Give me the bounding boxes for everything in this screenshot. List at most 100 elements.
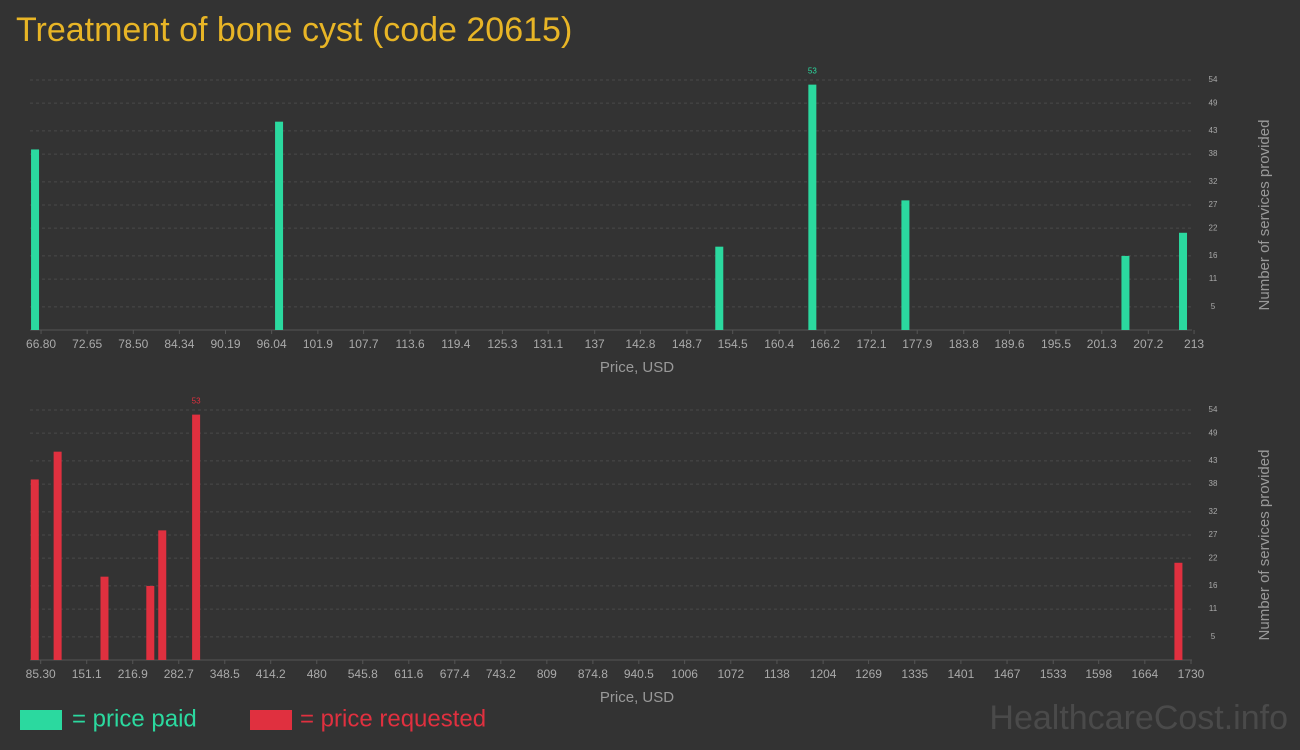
x-tick-label: 1072 xyxy=(717,667,744,681)
y-tick-label: 54 xyxy=(1209,75,1218,84)
x-tick-label: 480 xyxy=(307,667,327,681)
y-axis-title: Number of services provided xyxy=(1256,450,1273,641)
bar xyxy=(100,576,109,660)
x-tick-label: 1664 xyxy=(1131,667,1158,681)
x-tick-label: 611.6 xyxy=(394,667,423,681)
legend-label: = price paid xyxy=(72,705,197,732)
x-tick-label: 84.34 xyxy=(164,337,194,351)
x-tick-label: 151.1 xyxy=(72,667,102,681)
x-tick-label: 414.2 xyxy=(256,667,286,681)
bar xyxy=(715,246,724,330)
x-axis-title: Price, USD xyxy=(600,689,674,706)
legend-swatch xyxy=(250,710,292,730)
bar xyxy=(146,585,155,660)
x-tick-label: 101.9 xyxy=(303,337,333,351)
x-tick-label: 177.9 xyxy=(902,337,932,351)
x-tick-label: 1204 xyxy=(810,667,837,681)
y-tick-label: 49 xyxy=(1209,428,1218,437)
x-tick-label: 940.5 xyxy=(624,667,654,681)
x-tick-label: 207.2 xyxy=(1133,337,1163,351)
x-axis-title: Price, USD xyxy=(600,359,674,376)
x-tick-label: 90.19 xyxy=(210,337,240,351)
x-tick-label: 677.4 xyxy=(440,667,470,681)
y-tick-label: 22 xyxy=(1209,553,1218,562)
y-tick-label: 38 xyxy=(1209,479,1218,488)
y-tick-label: 54 xyxy=(1209,405,1218,414)
y-tick-label: 16 xyxy=(1209,251,1218,260)
y-tick-label: 43 xyxy=(1209,456,1218,465)
y-tick-label: 49 xyxy=(1209,98,1218,107)
bar xyxy=(192,414,201,660)
x-tick-label: 348.5 xyxy=(210,667,240,681)
x-tick-label: 1006 xyxy=(671,667,698,681)
bar xyxy=(1179,232,1188,330)
x-tick-label: 85.30 xyxy=(26,667,56,681)
bar-value-label: 53 xyxy=(192,397,201,406)
x-tick-label: 142.8 xyxy=(625,337,655,351)
bar xyxy=(901,200,910,330)
page-title: Treatment of bone cyst (code 20615) xyxy=(16,11,572,49)
x-tick-label: 874.8 xyxy=(578,667,608,681)
y-tick-label: 38 xyxy=(1209,149,1218,158)
x-tick-label: 1335 xyxy=(901,667,928,681)
x-tick-label: 125.3 xyxy=(487,337,517,351)
x-tick-label: 72.65 xyxy=(72,337,102,351)
x-tick-label: 66.80 xyxy=(26,337,56,351)
x-tick-label: 1598 xyxy=(1085,667,1112,681)
x-tick-label: 154.5 xyxy=(718,337,748,351)
y-tick-label: 43 xyxy=(1209,126,1218,135)
bar-value-label: 53 xyxy=(808,67,817,76)
x-tick-label: 166.2 xyxy=(810,337,840,351)
x-tick-label: 189.6 xyxy=(994,337,1024,351)
x-tick-label: 148.7 xyxy=(672,337,702,351)
x-tick-label: 160.4 xyxy=(764,337,794,351)
x-tick-label: 131.1 xyxy=(533,337,563,351)
x-tick-label: 119.4 xyxy=(441,337,470,351)
x-tick-label: 183.8 xyxy=(949,337,979,351)
y-tick-label: 5 xyxy=(1211,632,1216,641)
x-tick-label: 216.9 xyxy=(118,667,148,681)
y-tick-label: 11 xyxy=(1209,604,1218,613)
bar xyxy=(31,149,40,330)
x-tick-label: 1533 xyxy=(1040,667,1067,681)
x-tick-label: 195.5 xyxy=(1041,337,1071,351)
watermark: HealthcareCost.info xyxy=(989,699,1288,737)
y-tick-label: 11 xyxy=(1209,274,1218,283)
x-tick-label: 545.8 xyxy=(348,667,378,681)
y-tick-label: 27 xyxy=(1209,530,1218,539)
x-tick-label: 96.04 xyxy=(257,337,287,351)
bar xyxy=(808,84,817,330)
bar xyxy=(1121,255,1130,330)
legend-swatch xyxy=(20,710,62,730)
x-tick-label: 743.2 xyxy=(486,667,516,681)
y-tick-label: 32 xyxy=(1209,177,1218,186)
x-tick-label: 107.7 xyxy=(349,337,379,351)
x-tick-label: 1401 xyxy=(948,667,975,681)
y-axis-title: Number of services provided xyxy=(1256,120,1273,311)
bar xyxy=(275,121,284,331)
y-tick-label: 32 xyxy=(1209,507,1218,516)
bar xyxy=(53,451,62,660)
x-tick-label: 1730 xyxy=(1178,667,1205,681)
bar xyxy=(158,530,167,660)
x-tick-label: 1467 xyxy=(994,667,1021,681)
legend-label: = price requested xyxy=(300,705,486,732)
x-tick-label: 809 xyxy=(537,667,557,681)
x-tick-label: 1138 xyxy=(764,667,790,681)
x-tick-label: 213 xyxy=(1184,337,1204,351)
x-tick-label: 172.1 xyxy=(856,337,886,351)
x-tick-label: 282.7 xyxy=(164,667,194,681)
bar xyxy=(30,479,39,660)
y-tick-label: 5 xyxy=(1211,302,1216,311)
x-tick-label: 201.3 xyxy=(1087,337,1117,351)
x-tick-label: 78.50 xyxy=(118,337,148,351)
x-tick-label: 113.6 xyxy=(396,337,425,351)
bar xyxy=(1174,562,1183,660)
y-tick-label: 27 xyxy=(1209,200,1218,209)
y-tick-label: 16 xyxy=(1209,581,1218,590)
x-tick-label: 1269 xyxy=(855,667,882,681)
x-tick-label: 137 xyxy=(585,337,605,351)
y-tick-label: 22 xyxy=(1209,223,1218,232)
